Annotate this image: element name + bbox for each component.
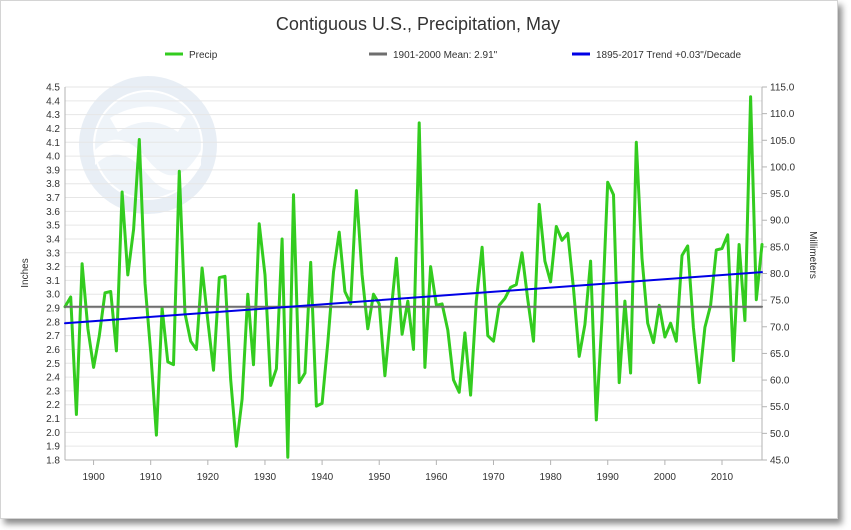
y2-tick-label: 70.0 <box>770 322 790 333</box>
x-tick-label: 2010 <box>711 472 734 483</box>
x-tick-label: 1990 <box>597 472 620 483</box>
y2-tick-label: 115.0 <box>770 83 795 94</box>
y-tick-label: 3.0 <box>46 290 60 301</box>
y-tick-label: 2.5 <box>46 359 60 370</box>
x-tick-label: 1950 <box>368 472 391 483</box>
y2-tick-label: 65.0 <box>770 349 790 360</box>
y-axis-left: 1.8 1.9 2.0 2.1 2.2 2.3 2.4 2.5 2.6 2.7 2.8 2.9 3.0 3… <box>46 83 66 467</box>
precip-series-line <box>63 95 764 459</box>
y-tick-label: 4.4 <box>46 96 60 107</box>
x-axis: 1900 1910 1920 1930 1940 1950 1960 1970 1980 1990… <box>65 459 762 483</box>
y2-tick-label: 90.0 <box>770 216 790 227</box>
x-tick-label: 1940 <box>311 472 334 483</box>
y2-tick-label: 75.0 <box>770 296 790 307</box>
x-tick-label: 1900 <box>82 472 105 483</box>
y-tick-label: 2.7 <box>46 331 60 342</box>
y-tick-label: 2.9 <box>46 304 60 315</box>
y2-tick-label: 85.0 <box>770 242 790 253</box>
y-tick-label: 2.8 <box>46 317 60 328</box>
y-tick-label: 3.4 <box>46 234 60 245</box>
y-tick-label: 4.0 <box>46 152 60 163</box>
y-tick-label: 1.8 <box>46 456 60 467</box>
y-tick-label: 2.1 <box>46 414 60 425</box>
y2-tick-label: 60.0 <box>770 376 790 387</box>
y-tick-label: 4.5 <box>46 83 60 94</box>
y-tick-label: 4.2 <box>46 124 60 135</box>
y-tick-label: 3.6 <box>46 207 60 218</box>
legend-label-mean: 1901-2000 Mean: 2.91" <box>393 50 498 61</box>
y2-tick-label: 80.0 <box>770 269 790 280</box>
y-tick-label: 2.0 <box>46 428 60 439</box>
x-tick-label: 1960 <box>425 472 448 483</box>
y2-axis-title: Millimeters <box>807 231 818 279</box>
y2-tick-label: 95.0 <box>770 189 790 200</box>
legend-label-trend: 1895-2017 Trend +0.03"/Decade <box>596 50 741 61</box>
y-tick-label: 3.9 <box>46 165 60 176</box>
y-tick-label: 4.1 <box>46 138 60 149</box>
x-tick-label: 1910 <box>140 472 163 483</box>
y-tick-label: 3.8 <box>46 179 60 190</box>
x-tick-label: 1970 <box>482 472 505 483</box>
x-tick-label: 2000 <box>654 472 677 483</box>
chart-title: Contiguous U.S., Precipitation, May <box>276 14 560 34</box>
noaa-logo-watermark <box>79 76 217 214</box>
x-tick-label: 1980 <box>539 472 562 483</box>
trend-series-line <box>64 271 763 325</box>
y-tick-label: 3.7 <box>46 193 60 204</box>
legend-label-precip: Precip <box>189 50 218 61</box>
y-tick-label: 3.3 <box>46 248 60 259</box>
y-tick-label: 1.9 <box>46 442 60 453</box>
legend-item-trend[interactable]: 1895-2017 Trend +0.03"/Decade <box>572 50 741 61</box>
y-tick-label: 3.1 <box>46 276 60 287</box>
y-tick-label: 2.3 <box>46 386 60 397</box>
y-tick-label: 3.2 <box>46 262 60 273</box>
y-tick-label: 2.2 <box>46 400 60 411</box>
y-axis-title: Inches <box>20 258 31 287</box>
y2-tick-label: 105.0 <box>770 136 795 147</box>
y2-tick-label: 50.0 <box>770 429 790 440</box>
legend-item-precip[interactable]: Precip <box>165 50 218 61</box>
y2-tick-label: 110.0 <box>770 109 795 120</box>
y2-tick-label: 45.0 <box>770 456 790 467</box>
x-tick-label: 1920 <box>197 472 220 483</box>
legend: Precip 1901-2000 Mean: 2.91" 1895-2017 T… <box>165 50 741 61</box>
y-axis-right: 45.0 50.0 55.0 60.0 65.0 70.0 75.0 80.0 85.0 90.0… <box>761 83 795 467</box>
series-layer <box>63 95 764 459</box>
y-tick-label: 3.5 <box>46 221 60 232</box>
y2-tick-label: 55.0 <box>770 402 790 413</box>
y2-tick-label: 100.0 <box>770 162 795 173</box>
y-tick-label: 2.6 <box>46 345 60 356</box>
x-tick-label: 1930 <box>254 472 277 483</box>
y-tick-label: 4.3 <box>46 110 60 121</box>
legend-item-mean[interactable]: 1901-2000 Mean: 2.91" <box>369 50 498 61</box>
y-tick-label: 2.4 <box>46 373 60 384</box>
